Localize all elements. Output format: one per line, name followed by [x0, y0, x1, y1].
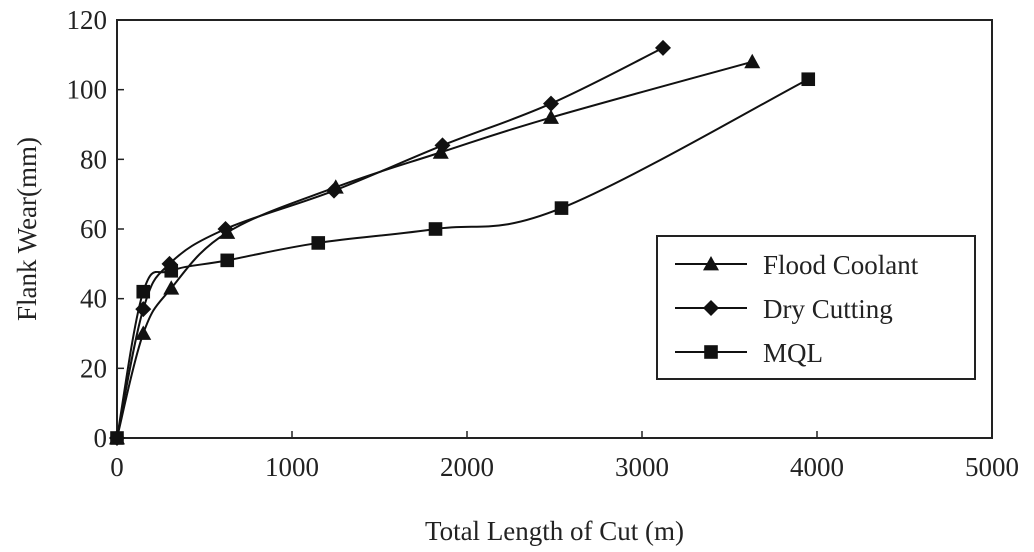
y-tick-label: 120: [67, 5, 108, 35]
series-line: [116, 46, 664, 439]
x-tick-label: 1000: [265, 452, 319, 482]
chart-legend: Flood Coolant Dry Cutting MQL: [656, 235, 976, 380]
x-axis-title: Total Length of Cut (m): [425, 516, 684, 546]
legend-label: Dry Cutting: [763, 294, 893, 324]
data-point: [326, 182, 342, 199]
x-tick-label: 0: [110, 452, 124, 482]
y-tick-label: 40: [80, 284, 107, 314]
y-tick-label: 60: [80, 214, 107, 244]
data-point: [164, 264, 179, 278]
data-point: [311, 236, 326, 250]
x-tick-label: 2000: [440, 452, 494, 482]
data-point: [543, 109, 559, 124]
y-axis-title: Flank Wear(mm): [12, 137, 42, 321]
legend-marker: [704, 345, 718, 359]
data-point: [110, 431, 124, 445]
data-point: [744, 53, 761, 69]
legend-label: MQL: [763, 338, 823, 368]
data-point: [136, 284, 151, 299]
legend-marker: [703, 300, 719, 316]
y-tick-label: 0: [94, 423, 108, 453]
x-tick-label: 5000: [965, 452, 1019, 482]
data-point: [655, 39, 671, 56]
data-point: [220, 253, 235, 268]
y-tick-label: 100: [67, 75, 108, 105]
legend-label: Flood Coolant: [763, 250, 919, 280]
data-point: [434, 137, 451, 154]
x-tick-label: 3000: [615, 452, 669, 482]
series-mql: [110, 72, 816, 445]
data-point: [801, 72, 816, 87]
y-tick-label: 80: [80, 144, 107, 174]
data-point: [543, 95, 559, 112]
series-line: [116, 60, 753, 439]
data-point: [163, 280, 180, 295]
data-point: [554, 201, 569, 215]
chart-axes: 0 1000 2000 3000 4000 5000 0 20 40 60 80 100 120: [67, 5, 1020, 482]
data-point: [217, 221, 234, 237]
data-point: [135, 325, 152, 340]
y-tick-label: 20: [80, 353, 107, 383]
data-point: [428, 222, 443, 236]
chart-series: [109, 39, 816, 446]
x-tick-label: 4000: [790, 452, 844, 482]
legend-marker: [703, 256, 719, 271]
series-dry-cutting: [109, 39, 671, 446]
